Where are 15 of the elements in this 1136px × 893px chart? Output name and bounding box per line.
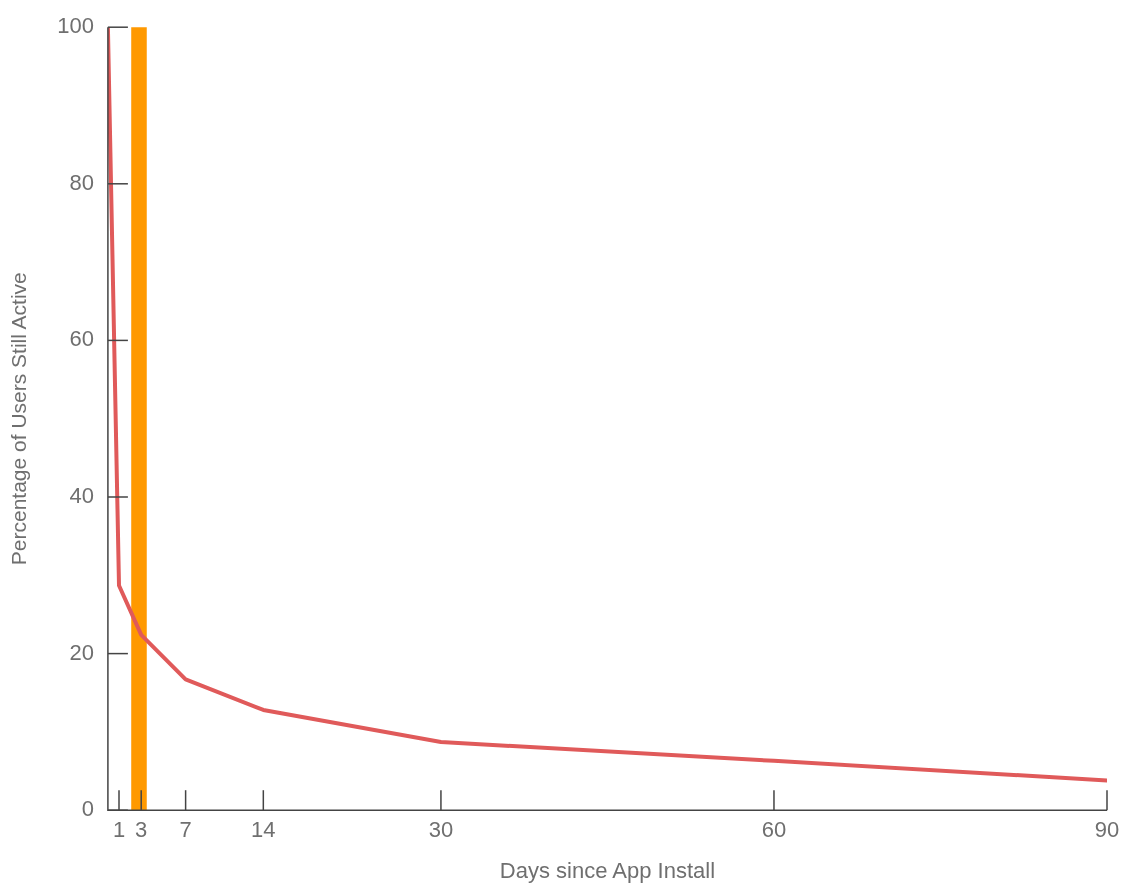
- x-tick-label: 90: [1094, 817, 1120, 843]
- x-axis-title: Days since App Install: [499, 857, 716, 883]
- x-tick-label: 30: [428, 817, 454, 843]
- y-axis-title: Percentage of Users Still Active: [7, 272, 31, 566]
- y-tick-label: 0: [81, 796, 94, 822]
- x-tick-label: 7: [179, 817, 192, 843]
- x-tick-label: 1: [112, 817, 126, 843]
- y-tick-label: 40: [69, 483, 94, 509]
- x-tick-label: 14: [251, 817, 276, 843]
- x-tick-label: 60: [761, 817, 787, 843]
- x-tick-label: 3: [135, 817, 148, 843]
- y-tick-label: 60: [69, 326, 94, 352]
- y-tick-label: 80: [69, 169, 94, 195]
- y-tick-label: 20: [69, 639, 94, 665]
- y-tick-label: 100: [57, 13, 94, 39]
